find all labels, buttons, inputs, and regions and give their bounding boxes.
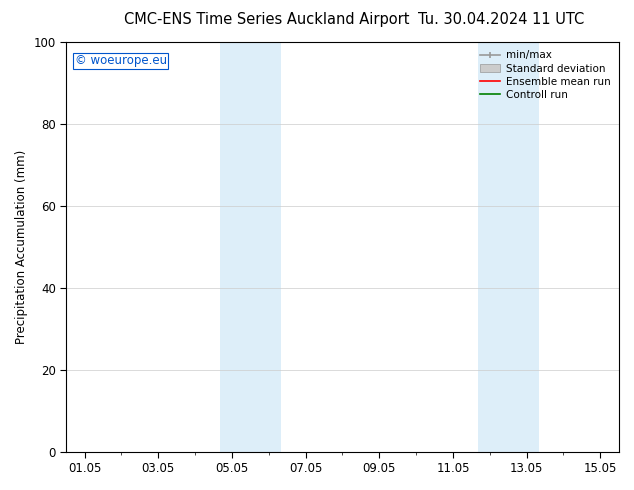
Text: CMC-ENS Time Series Auckland Airport: CMC-ENS Time Series Auckland Airport	[124, 12, 409, 27]
Bar	[220, 42, 281, 452]
Text: Tu. 30.04.2024 11 UTC: Tu. 30.04.2024 11 UTC	[418, 12, 584, 27]
Text: © woeurope.eu: © woeurope.eu	[75, 54, 167, 67]
Legend: min/max, Standard deviation, Ensemble mean run, Controll run: min/max, Standard deviation, Ensemble me…	[476, 47, 614, 103]
Y-axis label: Precipitation Accumulation (mm): Precipitation Accumulation (mm)	[15, 149, 28, 344]
Bar	[477, 42, 539, 452]
